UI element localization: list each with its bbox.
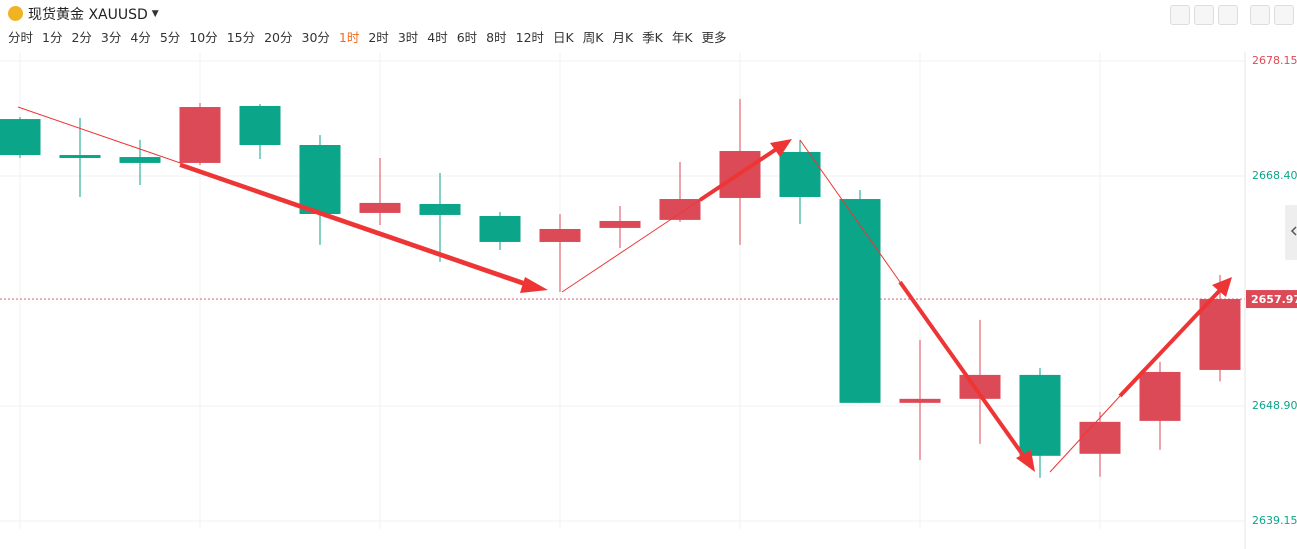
y-axis: 2639.15 2648.90 2668.40 2678.15 2657.97 xyxy=(1246,54,1297,527)
arrow-line xyxy=(698,146,780,202)
candle-body xyxy=(1079,421,1121,454)
interval-option[interactable]: 5分 xyxy=(159,30,181,45)
interval-option[interactable]: 10分 xyxy=(189,30,218,45)
interval-option[interactable]: 年K xyxy=(671,30,693,45)
arrow-line xyxy=(1118,286,1224,398)
interval-option[interactable]: 20分 xyxy=(264,30,293,45)
candle-body xyxy=(599,220,641,228)
last-price-label: 2657.97 xyxy=(1251,293,1297,306)
side-tab[interactable] xyxy=(1285,205,1297,260)
caret: ▼ xyxy=(151,9,159,19)
y-tick-label: 2639.15 xyxy=(1252,514,1297,527)
candle-body xyxy=(539,228,581,242)
candle-body xyxy=(839,199,881,403)
last-price-tag xyxy=(1246,290,1297,309)
interval-option[interactable]: 30分 xyxy=(301,30,330,45)
arrow-line xyxy=(179,163,531,288)
interval-option[interactable]: 日K xyxy=(553,30,574,45)
candle-button[interactable] xyxy=(1218,5,1238,25)
candle-body xyxy=(779,151,821,198)
candle-body xyxy=(1019,374,1061,456)
arrow-line xyxy=(799,139,901,283)
interval-option[interactable]: 周K xyxy=(582,30,604,45)
interval-option[interactable]: 月K xyxy=(612,30,634,45)
candle-body xyxy=(1199,299,1241,370)
arrow-line xyxy=(17,106,541,288)
arrow-head xyxy=(1016,450,1035,472)
interval-option[interactable]: 更多 xyxy=(701,30,727,45)
interval-option[interactable]: 3时 xyxy=(397,30,419,45)
interval-option[interactable]: 1时 xyxy=(338,30,360,45)
interval-option[interactable]: 3分 xyxy=(100,30,122,45)
interval-option[interactable]: 季K xyxy=(642,30,663,45)
candles xyxy=(0,99,1241,478)
y-tick-label: 2668.40 xyxy=(1252,169,1297,182)
interval-option[interactable]: 4时 xyxy=(427,30,448,45)
candle-body xyxy=(119,157,161,163)
candle-body xyxy=(479,216,521,242)
interval-option[interactable]: 2分 xyxy=(71,30,92,45)
candle-body xyxy=(659,199,701,220)
y-tick-label: 2648.90 xyxy=(1252,399,1297,412)
arrow-line xyxy=(1049,395,1121,473)
symbol-selector[interactable]: 现货黄金 XAUUSD ▼ xyxy=(28,4,159,24)
arrow-head xyxy=(1212,277,1232,297)
close-button[interactable] xyxy=(1274,5,1294,25)
interval-option[interactable]: 1分 xyxy=(42,30,63,45)
side-tab-icon xyxy=(1290,226,1297,236)
candle-body xyxy=(1139,371,1181,421)
interval-option[interactable]: 2时 xyxy=(368,30,389,45)
candle-body xyxy=(419,203,461,215)
arrow-line xyxy=(561,199,701,293)
arrow-head xyxy=(520,277,548,293)
candle-body xyxy=(299,145,341,215)
tool-button[interactable] xyxy=(1170,5,1190,25)
arrow-line xyxy=(898,280,1027,460)
interval-option[interactable]: 6时 xyxy=(456,30,478,45)
symbol: 现货黄金 XAUUSD xyxy=(28,7,148,23)
arrow-head xyxy=(770,139,792,157)
candle-body xyxy=(179,107,221,163)
interval-option[interactable]: 15分 xyxy=(226,30,256,45)
interval-option[interactable]: 12时 xyxy=(515,30,545,45)
candle-body xyxy=(359,202,401,213)
toolbar: 现货黄金 XAUUSD ▼ 分时 1分 2分 3分 4分 5分 10分 15分 20分 30分 1时 2… xyxy=(0,0,1297,52)
candle-body xyxy=(0,119,41,156)
candle-body xyxy=(899,398,941,403)
draw-button[interactable] xyxy=(1194,5,1214,25)
annotations xyxy=(17,106,1232,473)
candle-body xyxy=(59,155,101,159)
interval-option[interactable]: 8时 xyxy=(486,30,507,45)
interval-option[interactable]: 4分 xyxy=(130,30,151,45)
y-tick-label: 2678.15 xyxy=(1252,54,1297,67)
fullscreen-button[interactable] xyxy=(1250,5,1270,25)
candle-body xyxy=(239,105,281,146)
interval-bar: 分时 1分 2分 3分 4分 5分 10分 15分 20分 30分 1时 2时 3时 4时 6时 8时 12时日… xyxy=(8,27,727,46)
interval-option[interactable]: 分时 xyxy=(8,30,34,45)
symbol-logo xyxy=(8,6,23,21)
